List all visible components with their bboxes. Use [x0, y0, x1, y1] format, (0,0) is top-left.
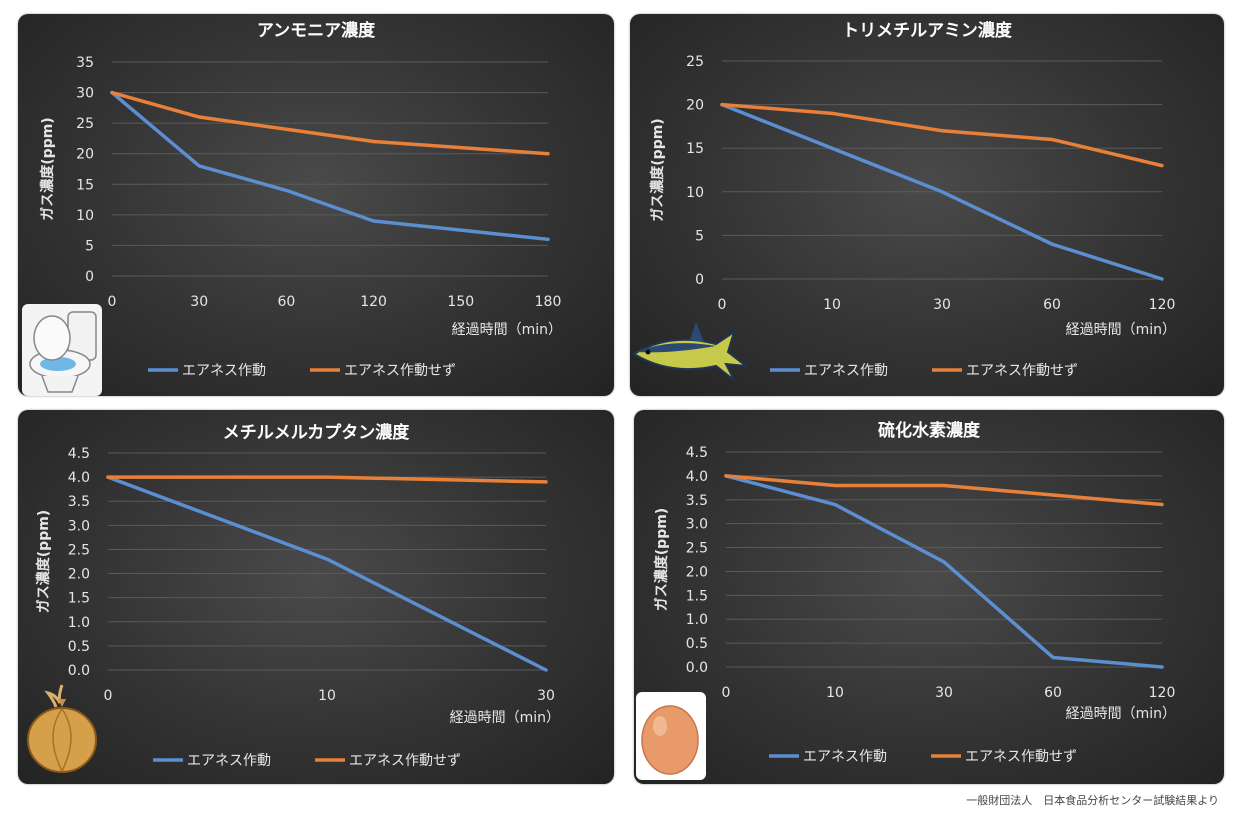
x-tick-label: 30: [933, 297, 951, 313]
x-axis-label: 経過時間（min）: [1066, 706, 1176, 722]
x-tick-label: 30: [537, 688, 555, 704]
y-tick-label: 0: [85, 269, 94, 285]
x-tick-label: 120: [1149, 685, 1176, 701]
legend-label: エアネス作動: [803, 749, 887, 765]
y-tick-label: 10: [76, 208, 94, 224]
x-axis-label: 経過時間（min）: [452, 322, 562, 338]
chart-title: トリメチルアミン濃度: [842, 20, 1013, 41]
y-tick-label: 5: [695, 228, 704, 244]
legend-label: エアネス作動: [187, 753, 271, 769]
chart-methyl-mercaptan: メチルメルカプタン濃度 0.0 0.5 1.0 1.5 2.0 2.5 3.0 3.5 4.0 4.…: [27, 422, 560, 773]
x-axis-label: 経過時間（min）: [450, 710, 560, 726]
x-tick-label: 150: [447, 294, 474, 310]
series-line-with-device: [724, 474, 1164, 669]
y-tick-label: 25: [76, 116, 94, 132]
y-tick-label: 1.5: [68, 591, 90, 607]
y-axis-label: ガス濃度(ppm): [35, 510, 52, 613]
y-tick-label: 30: [76, 86, 94, 102]
y-axis-label: ガス濃度(ppm): [39, 117, 56, 220]
y-tick-label: 1.0: [68, 615, 90, 631]
legend-label: エアネス作動せず: [965, 749, 1077, 765]
y-tick-label: 2.5: [68, 542, 90, 558]
x-tick-label: 10: [826, 685, 844, 701]
egg-icon: [636, 692, 706, 780]
x-tick-label: 30: [935, 685, 953, 701]
x-tick-label: 10: [823, 297, 841, 313]
chart-panel-methyl-mercaptan: メチルメルカプタン濃度 0.0 0.5 1.0 1.5 2.0 2.5 3.0 3.5 4.0 4.…: [18, 410, 614, 784]
series-line-with-device: [720, 102, 1164, 281]
chart-trimethylamine: トリメチルアミン濃度 0 5 10 15 20 25 0 10 30 60 120 経過時間（min） ガ…: [632, 20, 1176, 381]
x-tick-label: 0: [718, 297, 727, 313]
chart-hydrogen-sulfide: 硫化水素濃度 0.0 0.5 1.0 1.5 2.0 2.5 3.0 3.5 4.0 4.5 0 10 3…: [636, 420, 1176, 780]
legend-label: エアネス作動せず: [349, 753, 461, 769]
y-tick-label: 20: [686, 98, 704, 114]
x-tick-label: 30: [190, 294, 208, 310]
y-tick-label: 25: [686, 54, 704, 70]
y-tick-label: 2.0: [68, 567, 90, 583]
onion-icon: [27, 684, 97, 773]
y-tick-label: 20: [76, 147, 94, 163]
x-tick-label: 0: [722, 685, 731, 701]
y-tick-label: 5: [85, 238, 94, 254]
y-tick-label: 3.5: [686, 493, 708, 509]
y-tick-label: 3.0: [68, 518, 90, 534]
y-tick-label: 4.0: [686, 469, 708, 485]
series-line-with-device: [106, 475, 548, 672]
x-tick-label: 0: [104, 688, 113, 704]
chart-panel-ammonia: アンモニア濃度 0 5 10 15 20 25 30 35 0 30 60 120 150 180 経過時間（…: [18, 14, 614, 396]
y-tick-label: 0.0: [68, 663, 90, 679]
x-tick-label: 10: [318, 688, 336, 704]
footer-note: 一般財団法人 日本食品分析センター試験結果より: [966, 794, 1219, 807]
x-tick-label: 120: [1149, 297, 1176, 313]
legend-label: エアネス作動せず: [344, 363, 456, 379]
series-line-without-device: [724, 474, 1164, 507]
series-line-without-device: [720, 102, 1164, 168]
x-tick-label: 60: [277, 294, 295, 310]
chart-panel-trimethylamine: トリメチルアミン濃度 0 5 10 15 20 25 0 10 30 60 120 経過時間（min） ガ…: [630, 14, 1224, 396]
series-line-with-device: [110, 90, 550, 242]
x-tick-label: 0: [108, 294, 117, 310]
y-axis-label: ガス濃度(ppm): [653, 508, 670, 611]
y-tick-label: 15: [76, 177, 94, 193]
y-tick-label: 4.5: [68, 446, 90, 462]
x-tick-label: 60: [1044, 685, 1062, 701]
chart-ammonia: アンモニア濃度 0 5 10 15 20 25 30 35 0 30 60 120 150 180 経過時間（…: [22, 20, 562, 396]
y-tick-label: 15: [686, 141, 704, 157]
y-tick-label: 1.5: [686, 588, 708, 604]
y-tick-label: 10: [686, 185, 704, 201]
y-tick-label: 1.0: [686, 612, 708, 628]
series-line-without-device: [110, 90, 550, 156]
y-tick-label: 4.0: [68, 470, 90, 486]
fish-icon: [632, 322, 750, 381]
toilet-icon: [22, 304, 102, 396]
y-tick-label: 0: [695, 272, 704, 288]
x-tick-label: 120: [360, 294, 387, 310]
series-line-without-device: [106, 475, 548, 484]
chart-title: メチルメルカプタン濃度: [223, 422, 410, 443]
y-tick-label: 4.5: [686, 445, 708, 461]
y-tick-label: 35: [76, 55, 94, 71]
y-tick-label: 2.5: [686, 541, 708, 557]
y-tick-label: 0.0: [686, 660, 708, 676]
chart-title: アンモニア濃度: [257, 20, 376, 41]
y-tick-label: 3.0: [686, 517, 708, 533]
x-tick-label: 180: [535, 294, 562, 310]
legend-label: エアネス作動せず: [966, 363, 1078, 379]
legend-label: エアネス作動: [804, 363, 888, 379]
chart-panel-hydrogen-sulfide: 硫化水素濃度 0.0 0.5 1.0 1.5 2.0 2.5 3.0 3.5 4.0 4.5 0 10 3…: [634, 410, 1224, 784]
x-axis-label: 経過時間（min）: [1066, 322, 1176, 338]
x-tick-label: 60: [1043, 297, 1061, 313]
y-tick-label: 3.5: [68, 494, 90, 510]
legend-label: エアネス作動: [182, 363, 266, 379]
y-axis-label: ガス濃度(ppm): [649, 118, 666, 221]
y-tick-label: 2.0: [686, 564, 708, 580]
chart-title: 硫化水素濃度: [878, 420, 981, 441]
y-tick-label: 0.5: [68, 639, 90, 655]
y-tick-label: 0.5: [686, 636, 708, 652]
